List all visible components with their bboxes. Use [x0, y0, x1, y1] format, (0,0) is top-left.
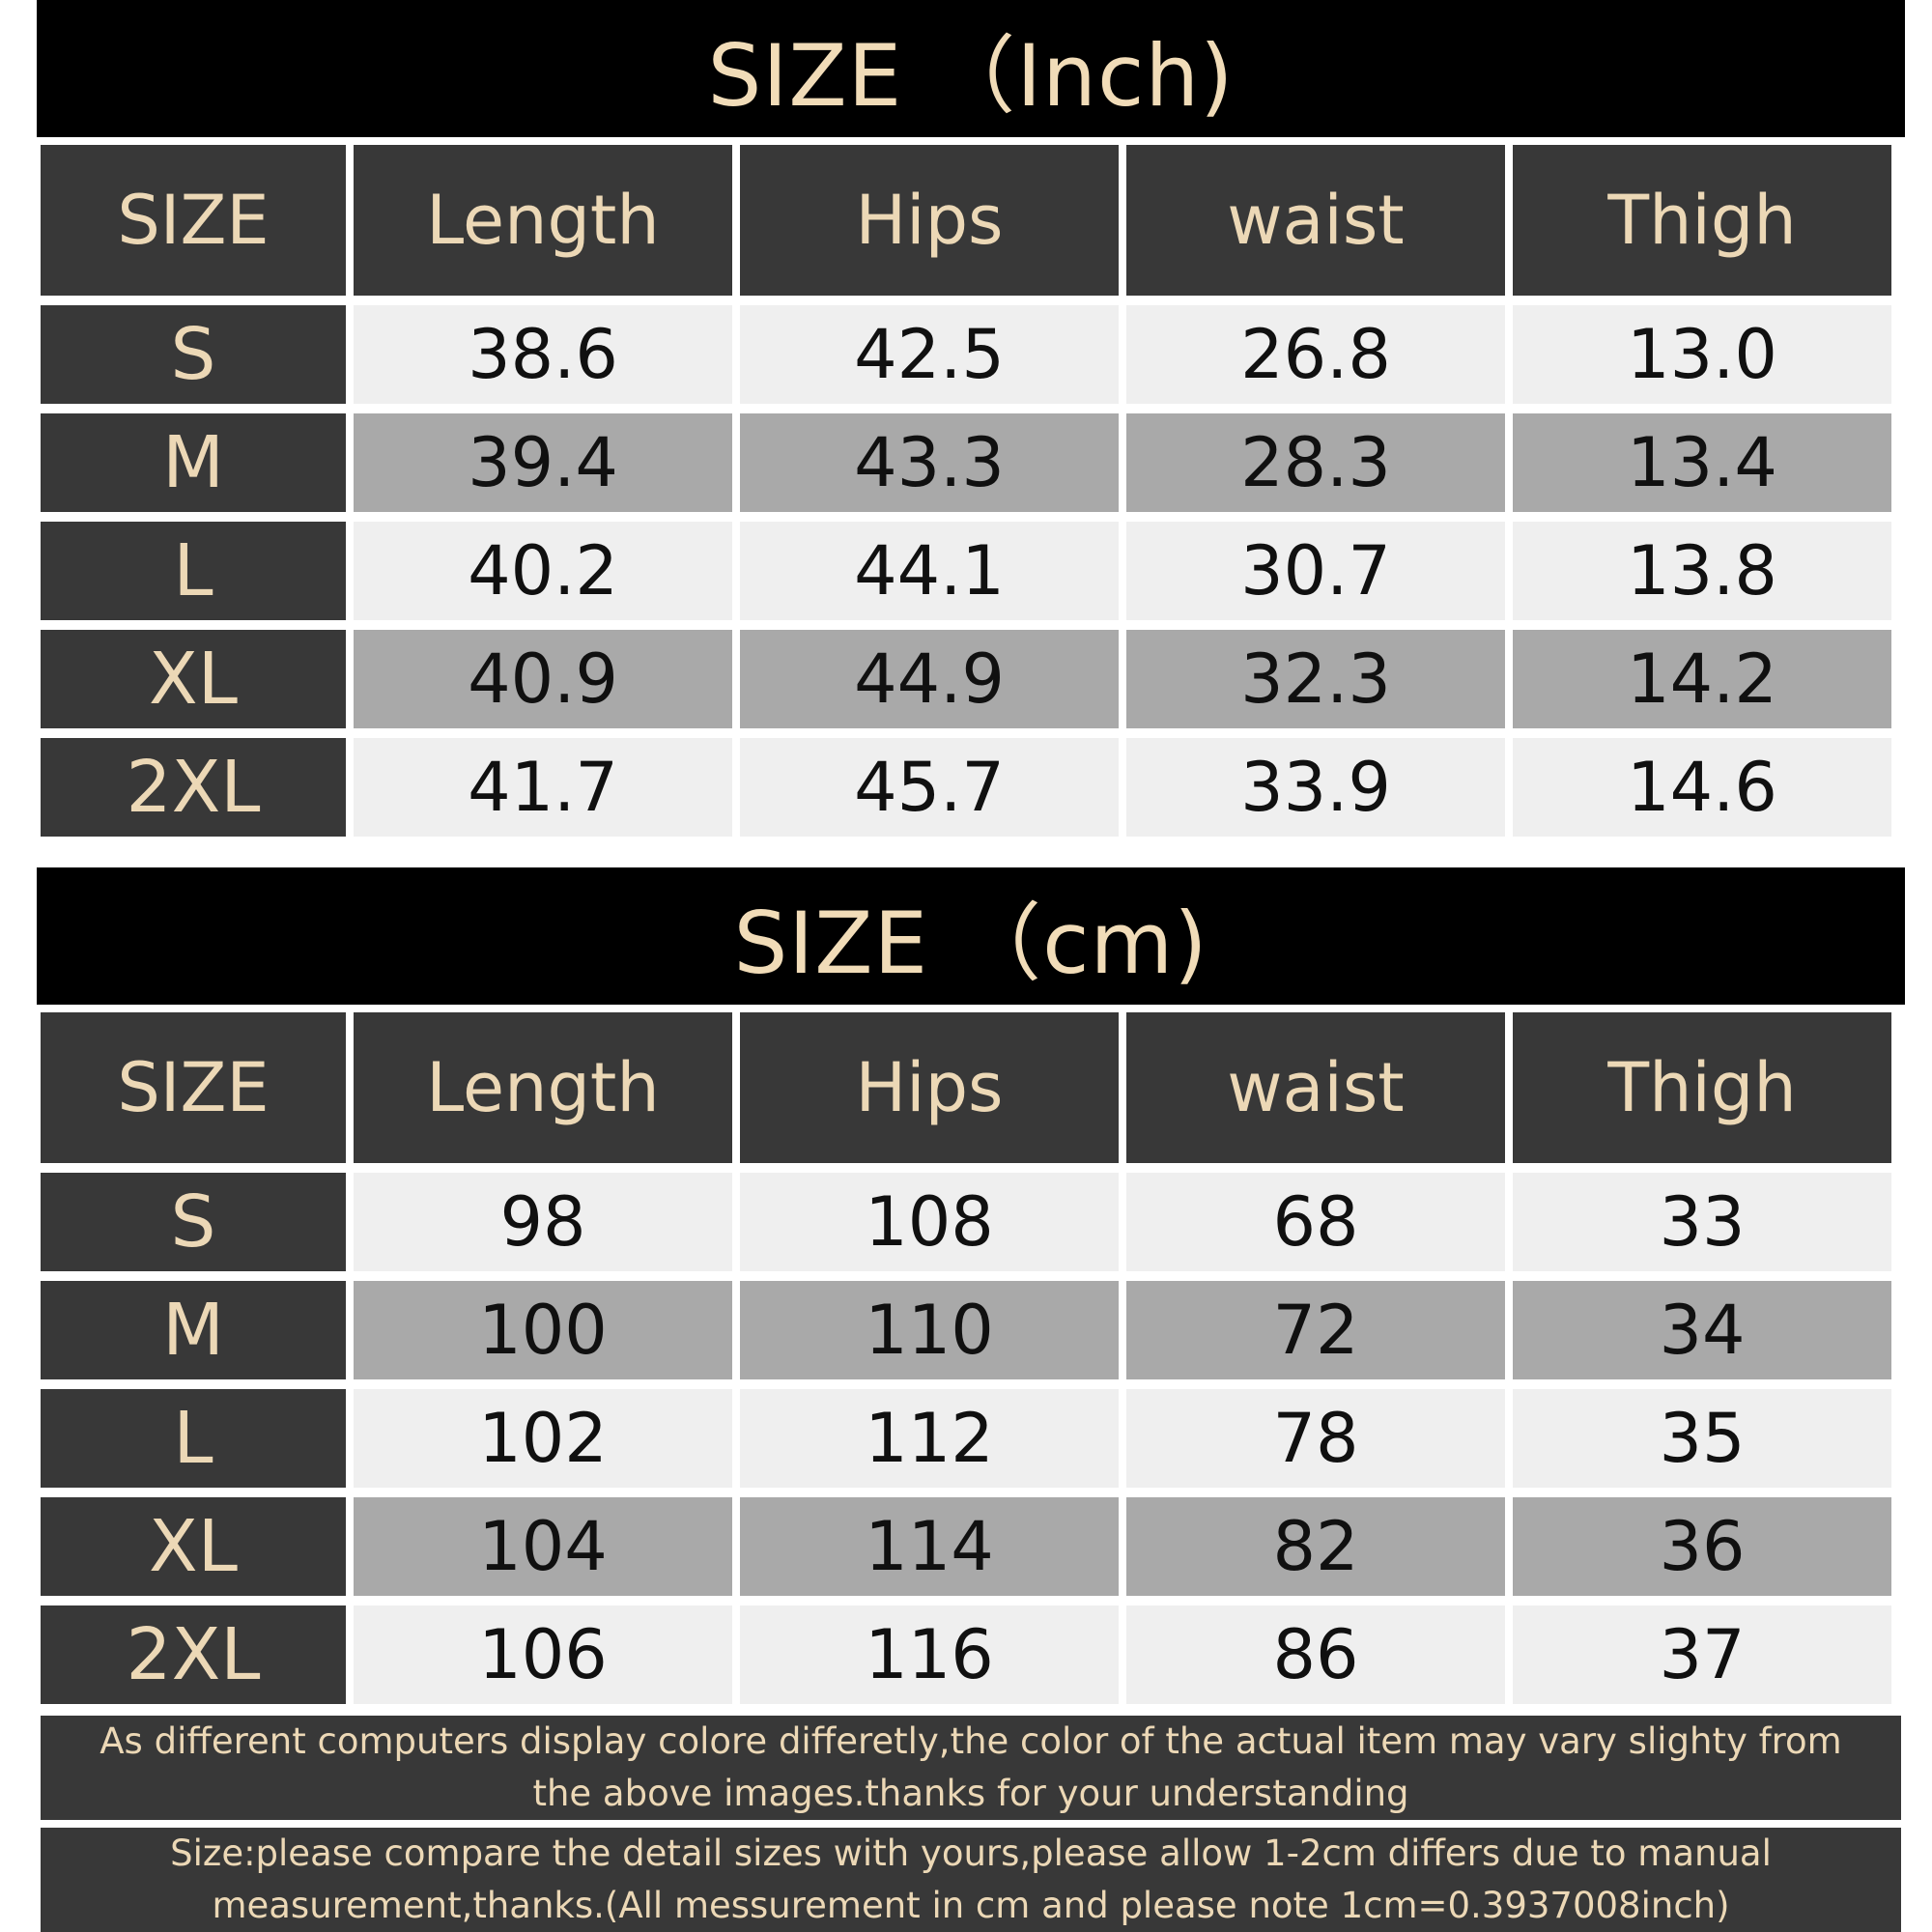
cm-title: SIZE （cm)	[37, 867, 1905, 1005]
waist-value: 72	[1126, 1281, 1505, 1379]
thigh-value: 13.4	[1513, 413, 1891, 512]
hips-value: 108	[740, 1173, 1119, 1271]
hips-value: 114	[740, 1497, 1119, 1596]
length-value: 104	[354, 1497, 732, 1596]
thigh-value: 13.8	[1513, 522, 1891, 620]
header-thigh: Thigh	[1513, 145, 1891, 296]
notes-section: As different computers display colore di…	[41, 1716, 1901, 1820]
cm-section: SIZE （cm) SIZE Length Hips waist Thigh S…	[37, 867, 1905, 1714]
inch-title: SIZE （Inch)	[37, 0, 1905, 137]
size-label: XL	[41, 630, 346, 728]
waist-value: 82	[1126, 1497, 1505, 1596]
size-label: L	[41, 1389, 346, 1488]
notes-section-2: Size:please compare the detail sizes wit…	[41, 1828, 1901, 1932]
waist-value: 33.9	[1126, 738, 1505, 837]
length-value: 40.9	[354, 630, 732, 728]
waist-value: 28.3	[1126, 413, 1505, 512]
hips-value: 45.7	[740, 738, 1119, 837]
header-length: Length	[354, 1012, 732, 1163]
header-hips: Hips	[740, 145, 1119, 296]
color-disclaimer: As different computers display colore di…	[41, 1716, 1901, 1820]
length-value: 40.2	[354, 522, 732, 620]
header-size: SIZE	[41, 1012, 346, 1163]
header-length: Length	[354, 145, 732, 296]
thigh-value: 36	[1513, 1497, 1891, 1596]
length-value: 100	[354, 1281, 732, 1379]
length-value: 38.6	[354, 305, 732, 404]
hips-value: 44.9	[740, 630, 1119, 728]
inch-section: SIZE （Inch) SIZE Length Hips waist Thigh…	[37, 0, 1905, 846]
thigh-value: 14.2	[1513, 630, 1891, 728]
size-label: 2XL	[41, 738, 346, 837]
size-label: S	[41, 1173, 346, 1271]
length-value: 39.4	[354, 413, 732, 512]
size-label: M	[41, 413, 346, 512]
inch-table: SIZE Length Hips waist Thigh S 38.6 42.5…	[41, 145, 1899, 846]
waist-value: 68	[1126, 1173, 1505, 1271]
length-value: 41.7	[354, 738, 732, 837]
size-label: 2XL	[41, 1605, 346, 1704]
hips-value: 110	[740, 1281, 1119, 1379]
size-disclaimer: Size:please compare the detail sizes wit…	[41, 1828, 1901, 1932]
waist-value: 78	[1126, 1389, 1505, 1488]
thigh-value: 34	[1513, 1281, 1891, 1379]
waist-value: 30.7	[1126, 522, 1505, 620]
hips-value: 112	[740, 1389, 1119, 1488]
hips-value: 44.1	[740, 522, 1119, 620]
length-value: 98	[354, 1173, 732, 1271]
cm-table: SIZE Length Hips waist Thigh S 98 108 68…	[41, 1012, 1899, 1714]
size-label: L	[41, 522, 346, 620]
thigh-value: 13.0	[1513, 305, 1891, 404]
thigh-value: 37	[1513, 1605, 1891, 1704]
hips-value: 116	[740, 1605, 1119, 1704]
size-label: S	[41, 305, 346, 404]
thigh-value: 14.6	[1513, 738, 1891, 837]
header-waist: waist	[1126, 1012, 1505, 1163]
waist-value: 86	[1126, 1605, 1505, 1704]
hips-value: 42.5	[740, 305, 1119, 404]
thigh-value: 35	[1513, 1389, 1891, 1488]
length-value: 102	[354, 1389, 732, 1488]
header-hips: Hips	[740, 1012, 1119, 1163]
length-value: 106	[354, 1605, 732, 1704]
waist-value: 26.8	[1126, 305, 1505, 404]
size-label: XL	[41, 1497, 346, 1596]
header-waist: waist	[1126, 145, 1505, 296]
header-size: SIZE	[41, 145, 346, 296]
thigh-value: 33	[1513, 1173, 1891, 1271]
size-label: M	[41, 1281, 346, 1379]
header-thigh: Thigh	[1513, 1012, 1891, 1163]
hips-value: 43.3	[740, 413, 1119, 512]
waist-value: 32.3	[1126, 630, 1505, 728]
